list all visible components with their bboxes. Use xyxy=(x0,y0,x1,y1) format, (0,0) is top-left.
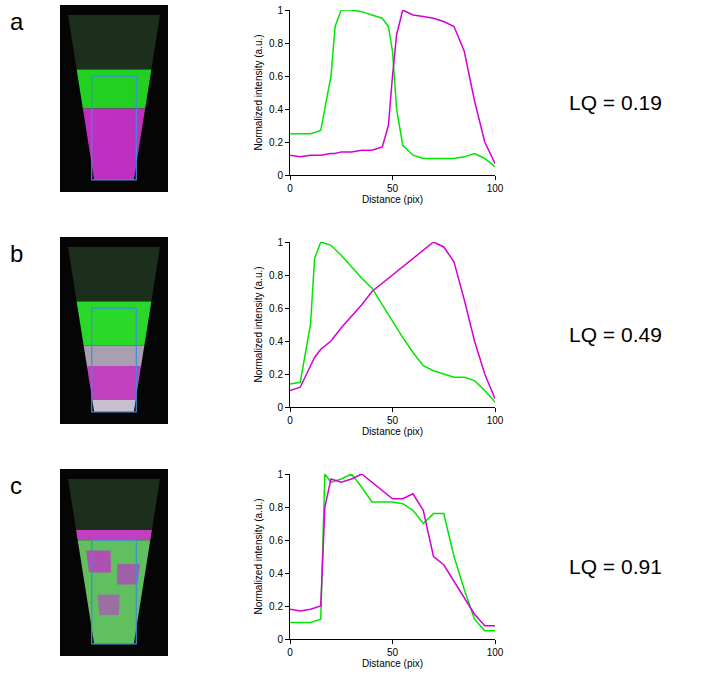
svg-text:0: 0 xyxy=(287,647,293,658)
svg-text:0.8: 0.8 xyxy=(269,38,283,49)
svg-text:0: 0 xyxy=(277,634,283,645)
svg-text:0.6: 0.6 xyxy=(269,71,283,82)
svg-text:0.6: 0.6 xyxy=(269,303,283,314)
svg-text:0.4: 0.4 xyxy=(269,336,283,347)
svg-text:1: 1 xyxy=(277,5,283,16)
svg-text:0.8: 0.8 xyxy=(269,270,283,281)
svg-text:LQ = 0.49: LQ = 0.49 xyxy=(569,323,662,346)
svg-text:0: 0 xyxy=(277,170,283,181)
svg-text:0: 0 xyxy=(277,402,283,413)
svg-text:100: 100 xyxy=(487,415,504,426)
svg-text:100: 100 xyxy=(487,647,504,658)
svg-text:Normalized intensity (a.u.): Normalized intensity (a.u.) xyxy=(253,34,264,150)
svg-text:b: b xyxy=(10,240,23,267)
svg-text:Distance (pix): Distance (pix) xyxy=(362,658,423,669)
svg-text:0.6: 0.6 xyxy=(269,535,283,546)
svg-text:0.8: 0.8 xyxy=(269,502,283,513)
svg-text:0.2: 0.2 xyxy=(269,601,283,612)
svg-text:0.2: 0.2 xyxy=(269,137,283,148)
svg-text:LQ = 0.19: LQ = 0.19 xyxy=(569,91,662,114)
svg-text:50: 50 xyxy=(387,183,399,194)
svg-text:100: 100 xyxy=(487,183,504,194)
svg-text:50: 50 xyxy=(387,647,399,658)
svg-text:0.4: 0.4 xyxy=(269,104,283,115)
svg-text:1: 1 xyxy=(277,469,283,480)
svg-text:a: a xyxy=(10,8,24,35)
svg-text:Normalized intensity (a.u.): Normalized intensity (a.u.) xyxy=(253,266,264,382)
svg-text:0.4: 0.4 xyxy=(269,568,283,579)
svg-text:1: 1 xyxy=(277,237,283,248)
svg-text:Distance (pix): Distance (pix) xyxy=(362,426,423,437)
svg-text:50: 50 xyxy=(387,415,399,426)
svg-text:Distance (pix): Distance (pix) xyxy=(362,194,423,205)
svg-text:LQ = 0.91: LQ = 0.91 xyxy=(569,555,662,578)
svg-text:0.2: 0.2 xyxy=(269,369,283,380)
svg-text:0: 0 xyxy=(287,415,293,426)
svg-text:0: 0 xyxy=(287,183,293,194)
svg-text:c: c xyxy=(10,472,22,499)
svg-text:Normalized intensity (a.u.): Normalized intensity (a.u.) xyxy=(253,498,264,614)
